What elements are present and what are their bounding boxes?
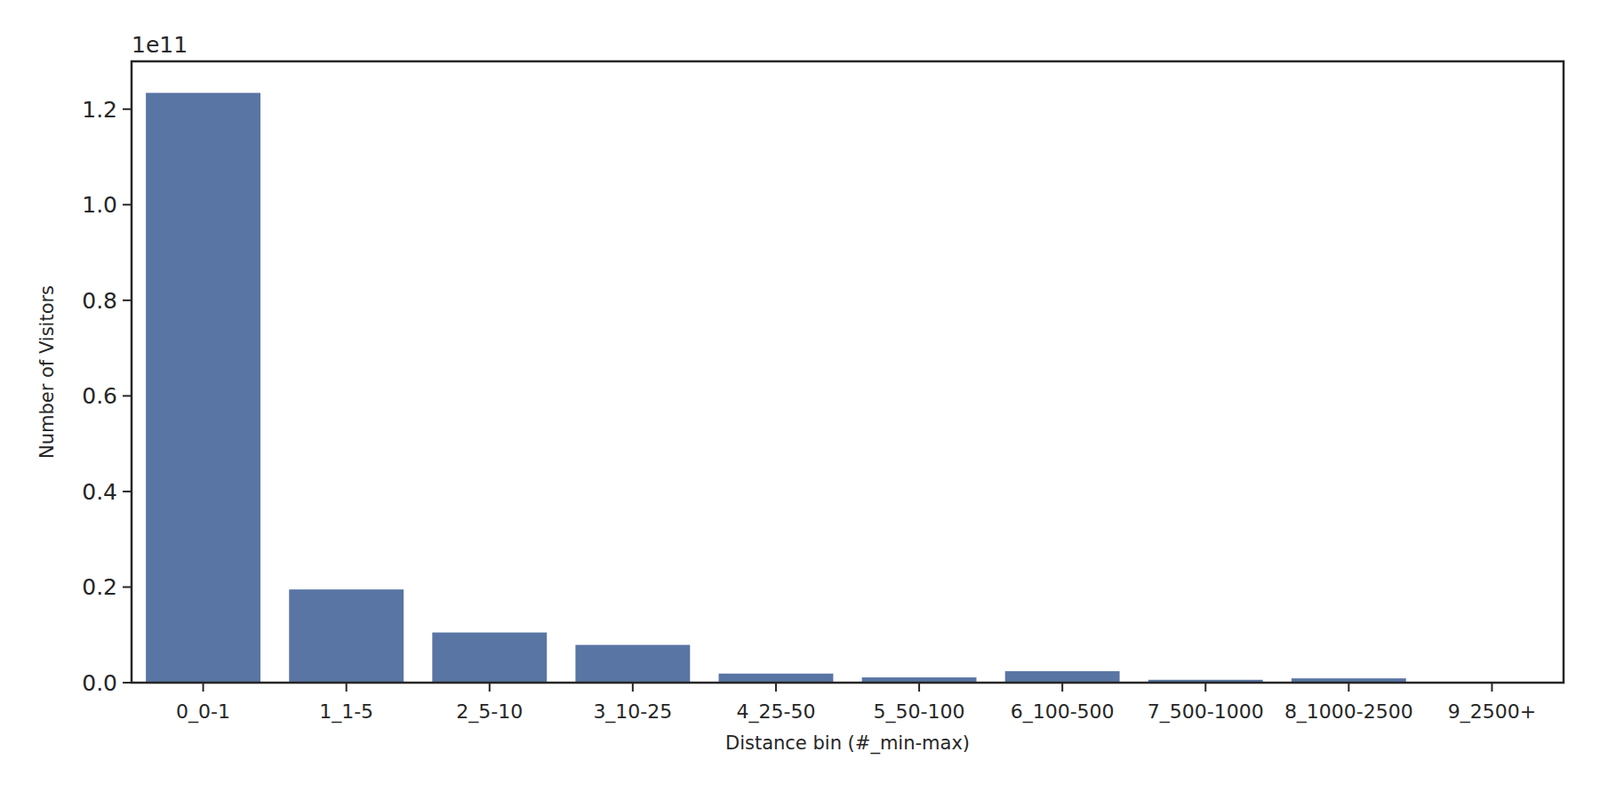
x-tick [345, 682, 348, 692]
y-tick-label: 1.2 [81, 96, 118, 123]
y-tick [122, 681, 132, 684]
x-tick-label: 6_100-500 [1010, 700, 1115, 724]
x-tick [918, 682, 920, 692]
x-tick-label: 2_5-10 [456, 700, 523, 724]
bar [145, 92, 261, 683]
y-tick [122, 394, 132, 397]
y-tick [122, 490, 132, 493]
bar [288, 589, 404, 683]
y-tick [122, 108, 132, 111]
x-tick [775, 682, 777, 692]
x-tick [202, 682, 205, 692]
x-tick [1204, 682, 1207, 692]
x-tick-label: 0_0-1 [176, 700, 231, 724]
y-tick-label: 0.2 [81, 574, 118, 600]
y-tick-label: 1.0 [81, 192, 118, 218]
x-tick-label: 9_2500+ [1448, 700, 1536, 724]
y-tick-label: 0.4 [81, 479, 118, 505]
x-tick [1347, 682, 1350, 692]
y-axis-label: Number of Visitors [36, 285, 58, 459]
bar [1005, 671, 1120, 683]
x-tick-label: 3_10-25 [592, 700, 672, 724]
x-tick [632, 682, 634, 692]
x-tick [1490, 682, 1493, 692]
axis-offset-label: 1e11 [131, 32, 188, 58]
bar [719, 673, 834, 683]
x-tick [488, 682, 491, 692]
x-tick-label: 5_50-100 [873, 700, 966, 724]
x-tick-label: 4_25-50 [736, 700, 816, 724]
x-tick-label: 8_1000-2500 [1284, 700, 1414, 724]
y-tick-label: 0.8 [81, 288, 118, 314]
y-tick [122, 585, 132, 588]
y-tick-label: 0.6 [81, 383, 118, 409]
bars [145, 92, 1550, 683]
x-tick [1061, 682, 1064, 692]
plot-frame [131, 61, 1564, 683]
chart: 0.0 0.2 0.4 0.6 0.8 1.0 1.2 0_0-1 1_1-5 2_5-10 3_1… [0, 0, 1600, 800]
x-tick-label: 1_1-5 [319, 700, 374, 724]
x-axis-label: Distance bin (#_min-max) [725, 732, 970, 755]
y-tick [122, 299, 132, 302]
y-tick-label: 0.0 [81, 670, 118, 696]
y-tick [122, 203, 132, 206]
bar [575, 645, 690, 683]
x-tick-label: 7_500-1000 [1147, 700, 1264, 724]
bar [432, 632, 547, 683]
